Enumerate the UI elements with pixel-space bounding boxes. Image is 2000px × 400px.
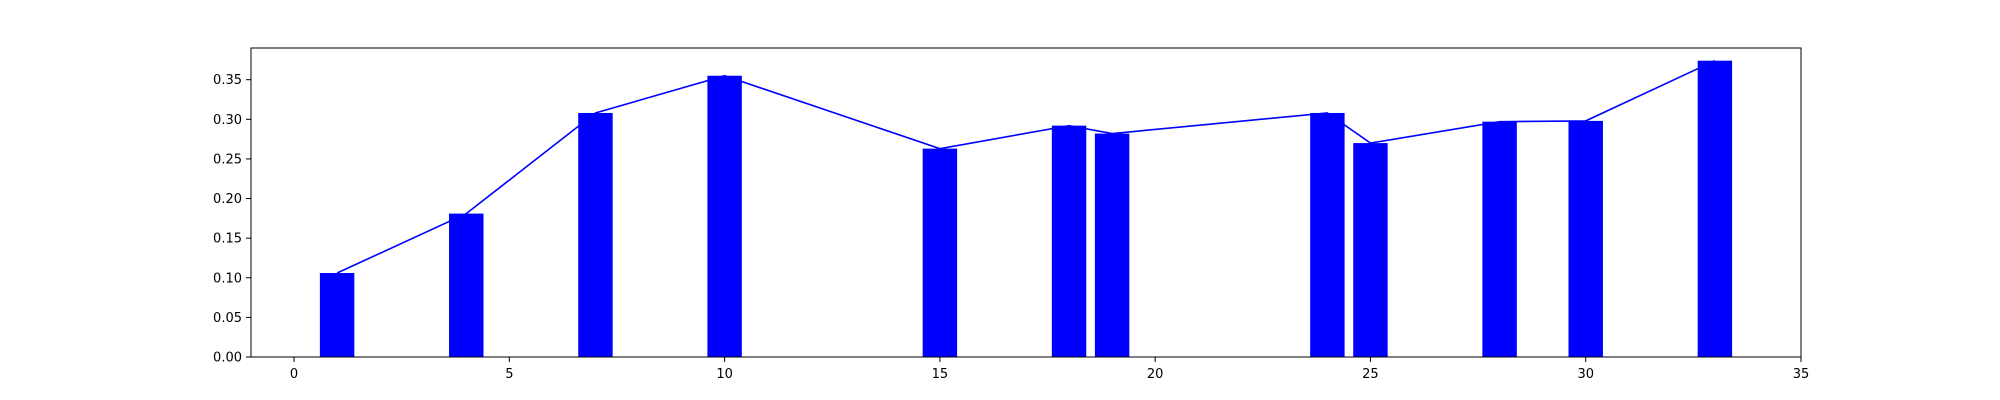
bar <box>1482 121 1517 358</box>
bar <box>922 148 958 357</box>
y-tick-label: 0.05 <box>213 311 242 326</box>
series-line <box>336 59 1716 274</box>
x-tick-label: 35 <box>1793 367 1810 382</box>
y-tick-label: 0.25 <box>213 152 242 167</box>
x-tick-label: 20 <box>1147 367 1164 382</box>
bar <box>578 112 613 357</box>
x-tick-label: 30 <box>1577 367 1594 382</box>
ticks-layer: 0 5 10 15 20 25 30 35 0.00 0.05 0.10 0.15 0.20 0.25 0.… <box>213 73 1809 382</box>
bar <box>449 213 484 357</box>
x-tick-label: 0 <box>290 367 298 382</box>
bar <box>1697 60 1733 358</box>
x-tick-label: 10 <box>716 367 733 382</box>
x-tick-label: 25 <box>1362 367 1379 382</box>
bar <box>319 273 355 357</box>
axes-layer <box>250 47 1802 358</box>
bar <box>707 75 742 357</box>
bar <box>1568 120 1603 357</box>
y-tick-label: 0.00 <box>213 351 242 366</box>
y-tick-label: 0.15 <box>213 232 242 247</box>
y-tick-label: 0.20 <box>213 192 242 207</box>
plot-frame <box>250 47 1802 358</box>
x-tick-label: 5 <box>505 367 513 382</box>
y-tick-label: 0.35 <box>213 73 242 88</box>
bar <box>1310 112 1345 357</box>
y-tick-label: 0.10 <box>213 271 242 286</box>
bar <box>1051 125 1087 358</box>
bars-layer <box>319 60 1733 358</box>
x-tick-label: 15 <box>932 367 949 382</box>
bar <box>1353 143 1388 357</box>
bar <box>1094 133 1130 357</box>
y-tick-label: 0.30 <box>213 113 242 128</box>
line-layer <box>336 59 1716 274</box>
